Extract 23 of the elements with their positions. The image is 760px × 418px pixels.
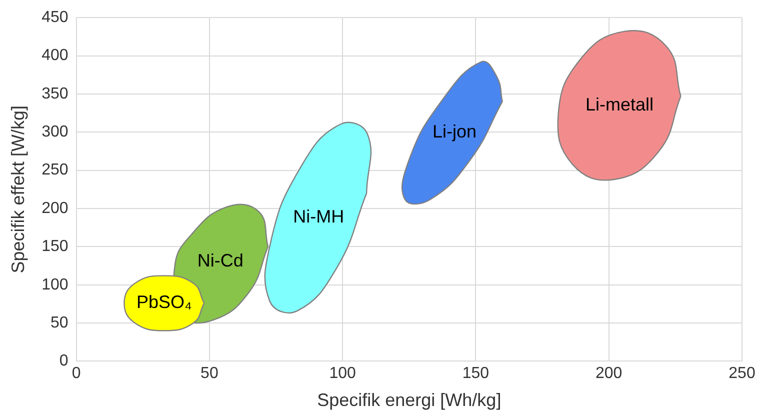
y-axis-title: Specifik effekt [W/kg] <box>8 106 28 274</box>
y-tick-label: 50 <box>50 314 68 332</box>
x-tick-label: 200 <box>596 365 622 382</box>
series-label: Li-jon <box>432 121 477 142</box>
y-tick-label: 250 <box>42 162 68 179</box>
x-tick-label: 50 <box>200 365 218 382</box>
y-tick-label: 150 <box>42 238 68 256</box>
y-tick-label: 450 <box>42 9 68 26</box>
x-tick-label: 250 <box>728 365 756 382</box>
series-label: Li-metall <box>585 94 654 114</box>
series-label: Ni-Cd <box>197 250 244 271</box>
y-tick-label: 400 <box>42 47 68 64</box>
x-tick-label: 0 <box>72 365 81 382</box>
y-tick-label: 0 <box>59 352 68 370</box>
x-tick-label: 150 <box>462 365 490 382</box>
y-tick-label: 200 <box>42 200 68 217</box>
x-tick-label: 100 <box>329 365 356 382</box>
series-label: PbSO₄ <box>136 292 192 312</box>
series-label: Ni-MH <box>293 206 344 227</box>
y-tick-label: 350 <box>42 85 68 102</box>
x-axis-title: Specifik energi [Wh/kg] <box>317 390 502 410</box>
y-tick-label: 300 <box>42 124 68 141</box>
y-tick-label: 100 <box>42 276 68 294</box>
